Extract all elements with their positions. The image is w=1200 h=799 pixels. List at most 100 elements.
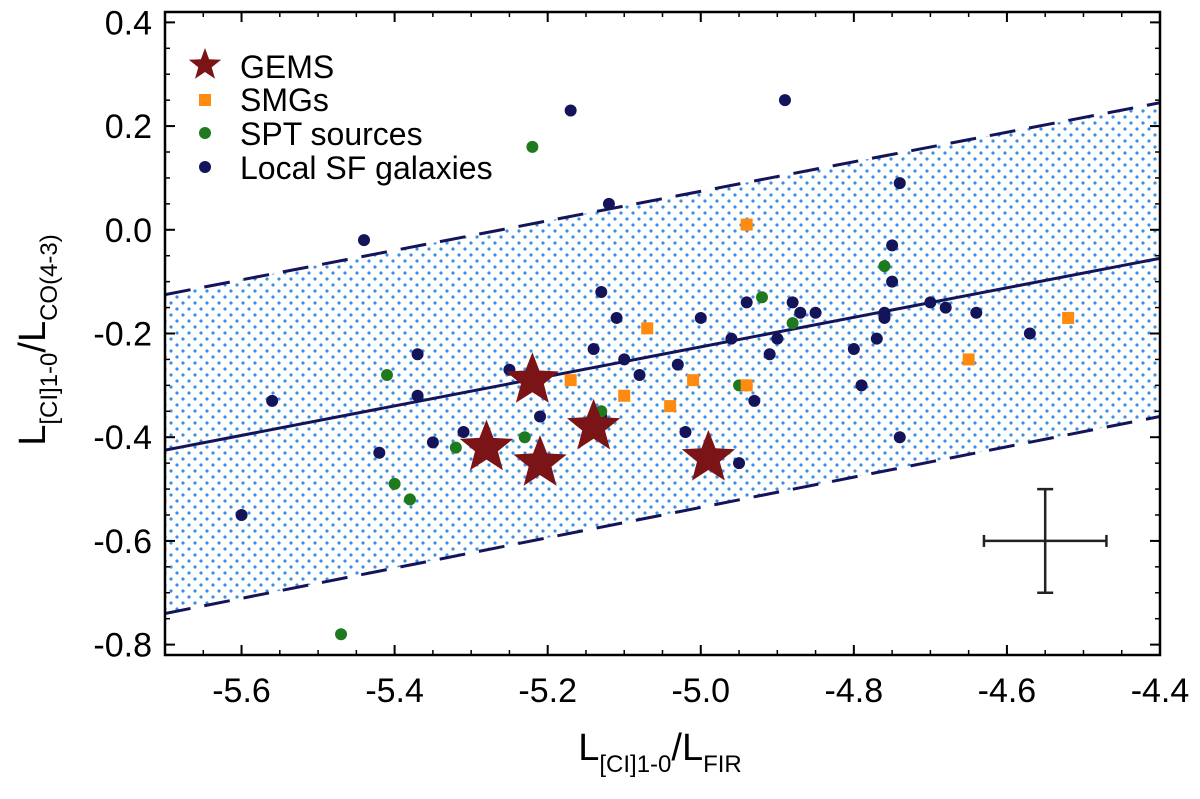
axis-ticks: -5.6 -5.4 -5.2 -5.0 -4.8 -4.6 -4.4 0.4 0.2 0.0 -0.… — [93, 4, 1189, 710]
local-sf-galaxies-point — [878, 306, 891, 319]
local-sf-galaxies-point — [671, 358, 684, 371]
legend: GEMS SMGs SPT sources Local SF galaxies — [188, 48, 493, 186]
local-sf-galaxies-point — [610, 311, 623, 324]
local-sf-galaxies-point — [763, 348, 776, 361]
y-tick-label: -0.6 — [93, 523, 152, 561]
local-sf-galaxies-point — [457, 426, 470, 439]
smgs-point — [564, 374, 577, 387]
local-sf-galaxies-point — [855, 379, 868, 392]
fit-line — [165, 256, 1160, 452]
local-sf-galaxies-point — [595, 286, 608, 299]
local-sf-galaxies-point — [587, 343, 600, 356]
legend-gems-label: GEMS — [240, 49, 334, 85]
spt-sources-point — [786, 317, 799, 330]
local-sf-galaxies-point — [266, 394, 279, 407]
smgs-point — [664, 400, 677, 413]
smgs-point — [962, 353, 975, 366]
gems-point — [513, 435, 567, 486]
gems-point — [681, 430, 736, 481]
spt-sources-point — [388, 477, 401, 490]
local-sf-galaxies-point — [970, 306, 983, 319]
spt-sources-point — [526, 140, 539, 153]
legend-smgs-square-icon — [199, 94, 211, 106]
local-sf-galaxies-point — [893, 431, 906, 444]
data-points — [235, 94, 1075, 641]
fit-lines — [165, 101, 1160, 615]
local-sf-galaxies-point — [679, 426, 692, 439]
local-sf-galaxies-point — [893, 177, 906, 190]
smgs-point — [687, 374, 700, 387]
local-sf-galaxies-point — [373, 446, 386, 459]
spt-sources-point — [518, 431, 531, 444]
local-sf-galaxies-point — [847, 343, 860, 356]
legend-gems-star-icon — [188, 48, 222, 79]
local-sf-galaxies-point — [1023, 327, 1036, 340]
spt-sources-point — [403, 493, 416, 506]
local-sf-galaxies-point — [778, 94, 791, 107]
legend-item-spt: SPT sources — [199, 116, 423, 152]
legend-item-gems: GEMS — [188, 48, 334, 85]
smgs-point — [740, 379, 753, 392]
error-bar — [982, 487, 1108, 595]
scatter-band-fill — [165, 102, 1160, 614]
local-sf-galaxies-point — [794, 306, 807, 319]
legend-item-smgs: SMGs — [199, 82, 329, 118]
local-sf-galaxies-point — [809, 306, 822, 319]
local-sf-galaxies-point — [886, 239, 899, 252]
x-tick-label: -4.4 — [1131, 672, 1190, 710]
local-sf-galaxies-point — [411, 348, 424, 361]
smgs-point — [740, 218, 753, 231]
local-sf-galaxies-point — [564, 104, 577, 117]
spt-sources-point — [878, 260, 891, 273]
local-sf-galaxies-point — [358, 234, 370, 247]
gems-point — [567, 398, 621, 450]
local-sf-galaxies-point — [725, 332, 738, 345]
smgs-point — [1062, 311, 1075, 324]
legend-local-circle-icon — [199, 161, 211, 173]
upper-dashed-line — [165, 101, 1160, 297]
y-tick-label: 0.0 — [105, 212, 152, 250]
local-sf-galaxies-point — [733, 457, 746, 470]
local-sf-galaxies-point — [786, 296, 799, 309]
gems-point — [459, 419, 514, 471]
smgs-point — [618, 389, 631, 402]
local-sf-galaxies-point — [618, 353, 631, 366]
spt-sources-point — [380, 368, 393, 381]
spt-sources-point — [756, 291, 768, 304]
y-tick-label: -0.8 — [93, 627, 152, 665]
local-sf-galaxies-point — [426, 436, 439, 449]
x-tick-label: -5.2 — [518, 672, 577, 710]
local-sf-galaxies-point — [939, 301, 952, 314]
legend-spt-circle-icon — [199, 127, 211, 139]
legend-spt-label: SPT sources — [240, 116, 423, 152]
y-tick-label: 0.2 — [105, 108, 152, 146]
spt-sources-point — [449, 441, 462, 454]
legend-local-label: Local SF galaxies — [240, 150, 493, 186]
local-sf-galaxies-point — [633, 368, 646, 381]
x-tick-label: -5.6 — [212, 672, 271, 710]
y-tick-label: 0.4 — [105, 4, 152, 42]
y-tick-label: -0.2 — [93, 316, 152, 354]
local-sf-galaxies-point — [886, 275, 899, 288]
x-tick-label: -4.6 — [978, 672, 1037, 710]
legend-smgs-label: SMGs — [240, 82, 329, 118]
local-sf-galaxies-point — [870, 332, 883, 345]
x-axis-label: L[CI]1-0/LFIR — [578, 727, 742, 778]
smgs-point — [641, 322, 654, 335]
local-sf-galaxies-point — [924, 296, 937, 309]
local-sf-galaxies-point — [602, 197, 615, 210]
local-sf-galaxies-point — [740, 296, 753, 309]
local-sf-galaxies-point — [748, 394, 761, 407]
lower-dashed-line — [165, 414, 1160, 615]
local-sf-galaxies-point — [411, 389, 424, 402]
x-tick-label: -4.8 — [825, 672, 884, 710]
spt-sources-point — [335, 628, 348, 641]
gems-point — [505, 352, 559, 403]
x-tick-label: -5.4 — [365, 672, 424, 710]
y-axis-label: L[CI]1-0/LCO(4-3) — [12, 234, 63, 446]
x-tick-label: -5.0 — [671, 672, 730, 710]
local-sf-galaxies-point — [694, 311, 707, 324]
legend-item-local: Local SF galaxies — [199, 150, 493, 186]
scatter-band — [165, 102, 1160, 614]
